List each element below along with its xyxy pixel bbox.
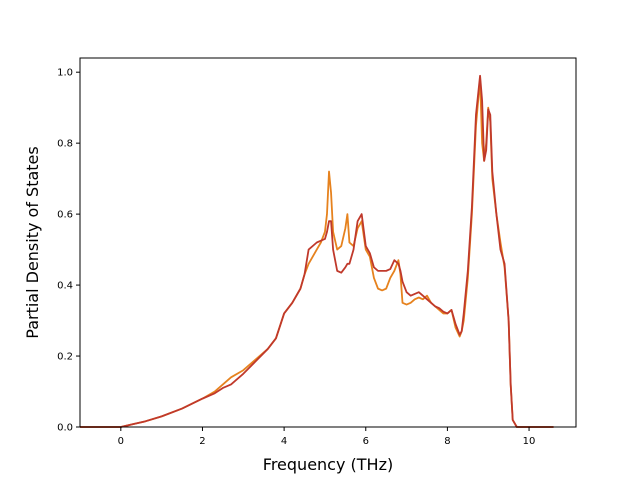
x-tick-label: 0 [118, 436, 124, 447]
axes-frame [79, 57, 577, 428]
y-axis-label: Partial Density of States [23, 146, 42, 338]
x-tick-label: 4 [281, 436, 287, 447]
y-tick-label: 0.6 [57, 210, 73, 221]
x-tick-label: 6 [363, 436, 369, 447]
series-line-2 [80, 74, 554, 428]
y-tick-label: 0.2 [57, 352, 73, 363]
y-tick-label: 0.8 [57, 139, 73, 150]
plot-lines [80, 74, 554, 428]
y-tick-label: 1.0 [57, 68, 73, 79]
y-tick-label: 0.4 [57, 281, 73, 292]
x-tick-label: 10 [523, 436, 536, 447]
y-tick-label: 0.0 [57, 423, 73, 434]
x-axis-label: Frequency (THz) [263, 455, 393, 474]
x-tick-label: 8 [444, 436, 450, 447]
x-axis-ticks: 0 2 4 6 8 10 [118, 427, 536, 447]
y-axis-ticks: 0.0 0.2 0.4 0.6 0.8 1.0 [57, 68, 80, 434]
x-tick-label: 2 [199, 436, 205, 447]
